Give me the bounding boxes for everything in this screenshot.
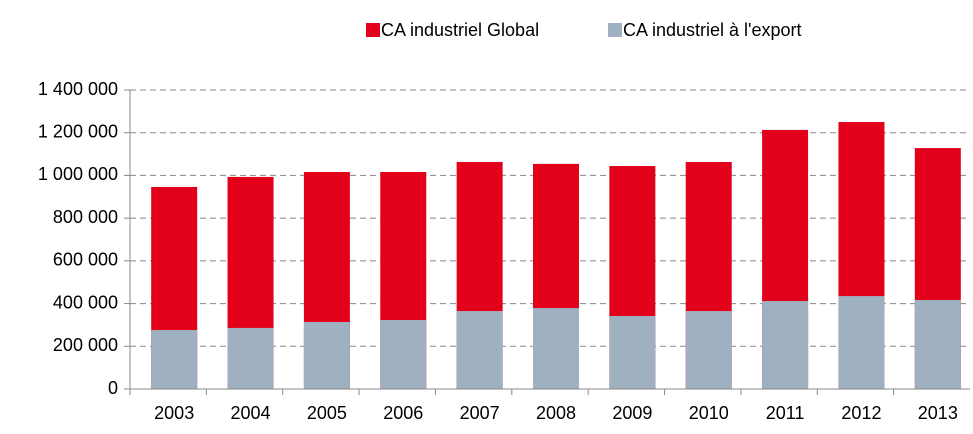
- bar: [303, 321, 350, 389]
- bar: [838, 296, 885, 389]
- x-tick-label: 2008: [536, 403, 576, 423]
- legend-label: CA industriel à l'export: [623, 20, 802, 40]
- x-tick-label: 2003: [154, 403, 194, 423]
- y-tick-label: 600 000: [53, 250, 118, 270]
- legend-label: CA industriel Global: [381, 20, 539, 40]
- x-tick-label: 2013: [918, 403, 958, 423]
- bar: [456, 311, 503, 389]
- x-tick-label: 2009: [612, 403, 652, 423]
- y-tick-label: 1 200 000: [38, 121, 118, 141]
- x-tick-label: 2006: [383, 403, 423, 423]
- bar: [762, 301, 809, 389]
- bar: [533, 308, 579, 389]
- legend-swatch: [608, 23, 622, 37]
- y-tick-label: 1 400 000: [38, 79, 118, 99]
- y-tick-label: 200 000: [53, 335, 118, 355]
- x-tick-label: 2004: [231, 403, 271, 423]
- x-tick-label: 2007: [460, 403, 500, 423]
- y-tick-label: 1 000 000: [38, 164, 118, 184]
- y-tick-label: 800 000: [53, 207, 118, 227]
- bar: [151, 330, 198, 389]
- bar: [685, 311, 732, 389]
- bar: [609, 315, 656, 389]
- bar: [227, 327, 274, 389]
- x-tick-label: 2011: [766, 403, 805, 423]
- y-tick-label: 400 000: [53, 292, 118, 312]
- x-tick-label: 2012: [841, 403, 881, 423]
- x-tick-label: 2005: [307, 403, 347, 423]
- y-tick-label: 0: [108, 378, 118, 398]
- bar: [380, 320, 427, 389]
- legend-swatch: [366, 23, 380, 37]
- x-tick-label: 2010: [689, 403, 729, 423]
- bar: [914, 299, 961, 389]
